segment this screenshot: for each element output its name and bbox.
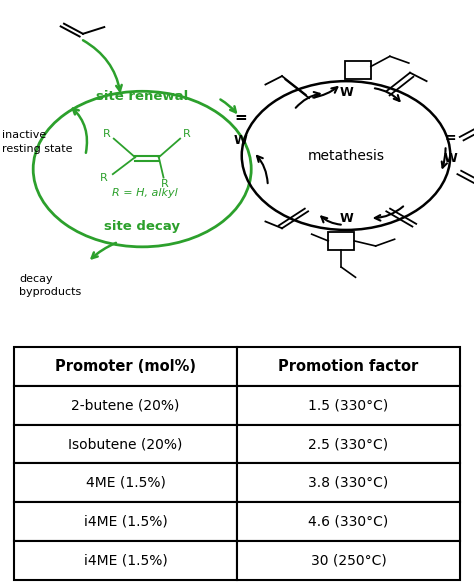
Text: W: W bbox=[339, 212, 353, 225]
Text: W: W bbox=[339, 86, 353, 99]
Bar bbox=[14, 463, 237, 503]
Text: 4.6 (330°C): 4.6 (330°C) bbox=[308, 515, 389, 529]
Bar bbox=[237, 463, 460, 503]
Text: site decay: site decay bbox=[104, 220, 180, 233]
Text: R: R bbox=[100, 173, 107, 183]
Text: 1.5 (330°C): 1.5 (330°C) bbox=[308, 398, 389, 412]
Text: 4ME (1.5%): 4ME (1.5%) bbox=[86, 476, 165, 490]
Text: 2.5 (330°C): 2.5 (330°C) bbox=[308, 437, 389, 451]
Text: W: W bbox=[234, 134, 248, 147]
Bar bbox=[14, 503, 237, 541]
Text: Promotion factor: Promotion factor bbox=[278, 359, 419, 374]
Bar bbox=[237, 541, 460, 580]
Text: R: R bbox=[103, 129, 110, 139]
Bar bbox=[14, 541, 237, 580]
Text: 30 (250°C): 30 (250°C) bbox=[310, 554, 386, 568]
Text: inactive
resting state: inactive resting state bbox=[2, 131, 73, 153]
Bar bbox=[237, 386, 460, 424]
Bar bbox=[14, 424, 237, 463]
Text: 2-butene (20%): 2-butene (20%) bbox=[72, 398, 180, 412]
Bar bbox=[237, 503, 460, 541]
Text: R: R bbox=[161, 180, 169, 189]
Text: W: W bbox=[443, 152, 457, 166]
Bar bbox=[14, 386, 237, 424]
Text: metathesis: metathesis bbox=[308, 149, 384, 163]
Text: R: R bbox=[183, 129, 191, 139]
Text: R = H, alkyl: R = H, alkyl bbox=[112, 188, 177, 198]
Text: =: = bbox=[235, 110, 247, 125]
Text: Isobutene (20%): Isobutene (20%) bbox=[68, 437, 183, 451]
Text: site renewal: site renewal bbox=[96, 90, 188, 103]
Bar bbox=[237, 424, 460, 463]
Text: =: = bbox=[445, 131, 456, 145]
Text: 3.8 (330°C): 3.8 (330°C) bbox=[308, 476, 389, 490]
Text: i4ME (1.5%): i4ME (1.5%) bbox=[84, 515, 167, 529]
Bar bbox=[14, 347, 237, 386]
Bar bbox=[237, 347, 460, 386]
Text: Promoter (mol%): Promoter (mol%) bbox=[55, 359, 196, 374]
Text: i4ME (1.5%): i4ME (1.5%) bbox=[84, 554, 167, 568]
Text: decay
byproducts: decay byproducts bbox=[19, 274, 81, 297]
